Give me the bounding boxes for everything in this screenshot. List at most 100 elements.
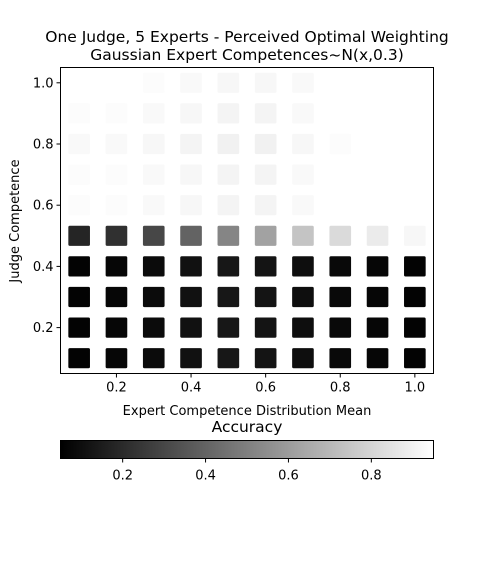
heatmap-cell: [180, 195, 202, 216]
heatmap-cell: [217, 256, 240, 277]
heatmap-cell: [105, 286, 128, 308]
y-tick-label: 0.4: [33, 260, 54, 275]
heatmap-cell: [292, 164, 314, 185]
heatmap-cell: [254, 256, 277, 277]
heatmap-cell: [217, 286, 240, 308]
heatmap-cell: [329, 195, 352, 216]
heatmap-cell: [292, 72, 314, 93]
heatmap-cell: [105, 348, 128, 369]
heatmap-cell: [105, 256, 128, 277]
heatmap-cell: [217, 72, 240, 93]
heatmap-cell: [68, 103, 90, 124]
heatmap-cell: [217, 317, 240, 338]
heatmap-cell: [292, 256, 314, 277]
heatmap-cell: [142, 317, 165, 338]
heatmap-cell: [105, 133, 128, 155]
heatmap-cell: [180, 225, 202, 246]
heatmap-cell: [68, 195, 90, 216]
heatmap-cell: [329, 256, 352, 277]
heatmap-cell: [366, 348, 389, 369]
x-axis-label: Expert Competence Distribution Mean: [123, 404, 372, 419]
heatmap-cell: [254, 72, 277, 93]
heatmap-cell: [254, 164, 277, 185]
heatmap-cell: [329, 348, 352, 369]
heatmap-cell: [254, 195, 277, 216]
heatmap-cell: [329, 103, 352, 124]
heatmap-cell: [404, 317, 426, 338]
heatmap-cell: [366, 286, 389, 308]
heatmap-cell: [180, 256, 202, 277]
heatmap-cell: [404, 286, 426, 308]
heatmap-cell: [292, 225, 314, 246]
plot-frame: [60, 67, 434, 374]
heatmap-cell: [366, 133, 389, 155]
heatmap-cell: [68, 72, 90, 93]
heatmap-cell: [105, 72, 128, 93]
heatmap-cell: [217, 225, 240, 246]
heatmap-cell: [180, 133, 202, 155]
heatmap-cell: [254, 286, 277, 308]
heatmap-cell: [142, 72, 165, 93]
heatmap-cell: [105, 164, 128, 185]
heatmap-cell: [254, 133, 277, 155]
y-tick-label: 0.6: [33, 199, 54, 214]
heatmap-cell: [68, 286, 90, 308]
heatmap-cell: [329, 133, 352, 155]
heatmap-cell: [180, 72, 202, 93]
heatmap-cell: [142, 103, 165, 124]
heatmap-cell: [366, 164, 389, 185]
heatmap-cell: [105, 103, 128, 124]
heatmap-cell: [142, 225, 165, 246]
heatmap-cell: [68, 133, 90, 155]
heatmap-cell: [142, 256, 165, 277]
heatmap-cell: [68, 164, 90, 185]
y-axis-label: Judge Competence: [8, 159, 23, 283]
heatmap-cell: [180, 317, 202, 338]
heatmap-cell: [366, 317, 389, 338]
heatmap-cells: [68, 72, 426, 369]
heatmap-cell: [68, 225, 90, 246]
heatmap-cell: [142, 164, 165, 185]
heatmap-cell: [180, 164, 202, 185]
heatmap-cell: [105, 317, 128, 338]
heatmap-cell: [217, 133, 240, 155]
chart-title: One Judge, 5 Experts - Perceived Optimal…: [45, 28, 448, 46]
colorbar-tick-label: 0.8: [361, 469, 382, 484]
heatmap-cell: [142, 195, 165, 216]
x-axis: 0.2 0.4 0.6 0.8 1.0: [106, 373, 426, 396]
x-tick-label: 1.0: [405, 381, 426, 396]
heatmap-cell: [68, 256, 90, 277]
heatmap-cell: [180, 348, 202, 369]
heatmap-cell: [217, 195, 240, 216]
colorbar-label: Accuracy: [212, 418, 283, 436]
heatmap-cell: [217, 348, 240, 369]
heatmap-cell: [404, 256, 426, 277]
heatmap-cell: [292, 317, 314, 338]
heatmap-cell: [404, 225, 426, 246]
y-axis: 0.2 0.4 0.6 0.8 1.0: [33, 76, 61, 336]
heatmap-cell: [68, 348, 90, 369]
heatmap-cell: [366, 195, 389, 216]
heatmap-cell: [180, 286, 202, 308]
heatmap-cell: [105, 195, 128, 216]
heatmap-cell: [366, 256, 389, 277]
x-tick-label: 0.2: [106, 381, 127, 396]
heatmap-cell: [329, 225, 352, 246]
heatmap-cell: [329, 317, 352, 338]
heatmap-cell: [68, 317, 90, 338]
y-tick-label: 0.8: [33, 138, 54, 153]
heatmap-cell: [217, 164, 240, 185]
heatmap-cell: [329, 286, 352, 308]
heatmap-cell: [292, 286, 314, 308]
x-tick-label: 0.4: [181, 381, 202, 396]
heatmap-cell: [404, 348, 426, 369]
heatmap-cell: [142, 348, 165, 369]
colorbar-tick-label: 0.4: [195, 469, 216, 484]
heatmap-cell: [292, 133, 314, 155]
colorbar-tick-label: 0.2: [112, 469, 133, 484]
heatmap-cell: [180, 103, 202, 124]
heatmap-cell: [254, 103, 277, 124]
heatmap-cell: [329, 164, 352, 185]
heatmap-cell: [366, 72, 389, 93]
